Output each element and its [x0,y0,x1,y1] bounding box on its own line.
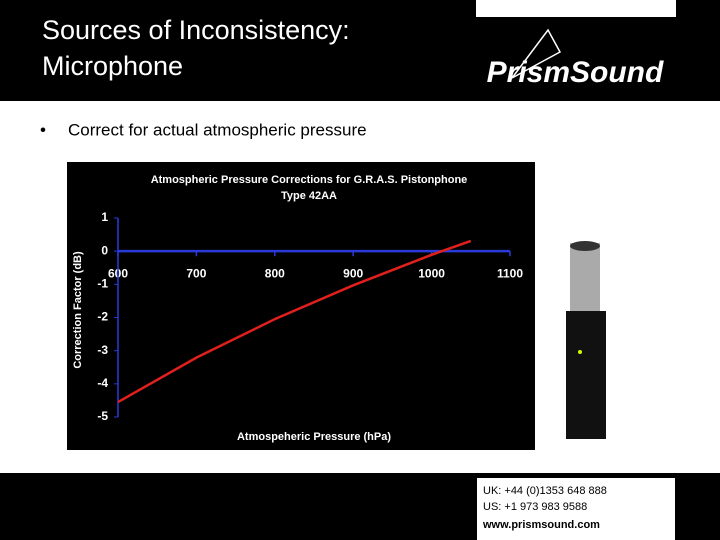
bullet-dot: • [40,120,46,139]
microphone-photo [566,241,606,439]
y-tick-label: 0 [101,243,108,257]
chart-title: Atmospheric Pressure Corrections for G.R… [151,174,468,186]
y-tick-label: -1 [97,277,108,291]
chart: Atmospheric Pressure Corrections for G.R… [72,174,523,443]
x-tick-label: 1100 [497,266,523,280]
slide-title: Sources of Inconsistency: [42,15,350,45]
logo-prism [511,28,562,79]
contact: US: +1 973 983 9588 [483,501,587,513]
y-tick-label: -4 [97,376,108,390]
chart-subtitle: Type 42AA [281,190,337,202]
mic-base [566,311,606,439]
mic-body [570,243,600,311]
x-axis-label: Atmospeheric Pressure (hPa) [237,431,391,443]
chart-box [67,162,535,450]
logo: PrismSound [487,56,664,89]
contact: www.prismsound.com [482,519,600,531]
logo-strip [476,0,676,17]
y-axis-label: Correction Factor (dB) [72,251,84,369]
contact: UK: +44 (0)1353 648 888 [483,485,607,497]
y-tick-label: -5 [97,409,108,423]
x-tick-label: 800 [265,266,285,280]
y-tick-label: -3 [97,343,108,357]
x-tick-label: 900 [343,266,363,280]
y-tick-label: 1 [101,210,108,224]
bullet-text: Correct for actual atmospheric pressure [68,120,367,139]
data-line [117,239,472,404]
x-tick-label: 1000 [418,266,445,280]
slide-title: Microphone [42,51,183,81]
mic-top [570,241,600,251]
mic-led [578,350,582,354]
x-tick-label: 700 [186,266,206,280]
y-tick-label: -2 [97,310,108,324]
contact-box [477,478,675,540]
